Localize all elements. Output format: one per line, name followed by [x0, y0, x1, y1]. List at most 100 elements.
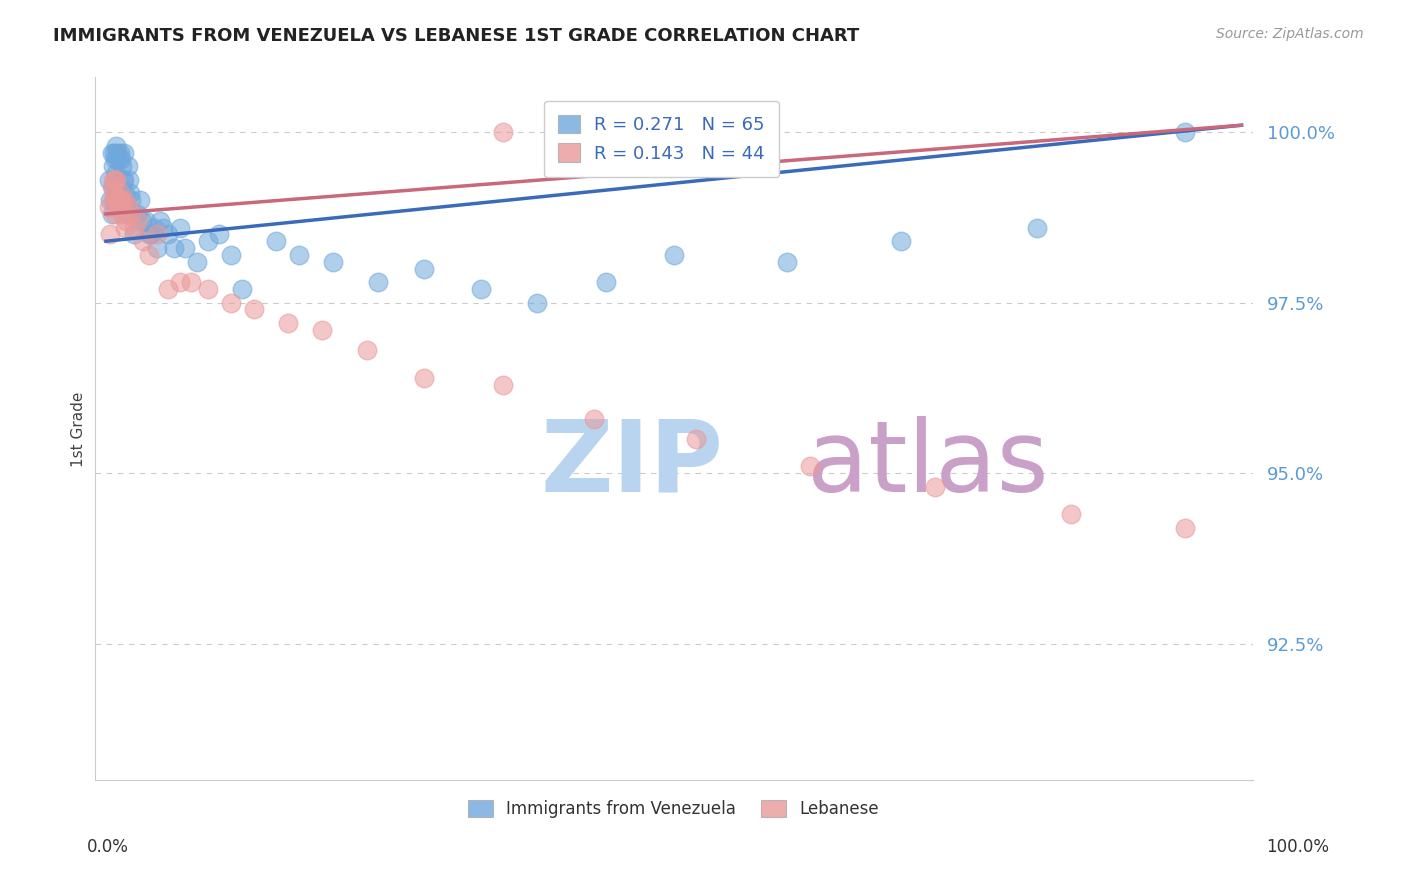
Point — [104, 153, 127, 167]
Point — [111, 207, 134, 221]
Point — [1174, 521, 1197, 535]
Point — [492, 125, 515, 139]
Point — [1060, 507, 1083, 521]
Point — [117, 173, 139, 187]
Point — [124, 220, 146, 235]
Point — [186, 254, 208, 268]
Point — [138, 248, 160, 262]
Y-axis label: 1st Grade: 1st Grade — [72, 392, 86, 467]
Text: atlas: atlas — [807, 416, 1049, 513]
Text: 0.0%: 0.0% — [87, 838, 129, 856]
Point — [103, 145, 125, 160]
Point — [583, 411, 606, 425]
Point — [120, 207, 142, 221]
Point — [131, 213, 153, 227]
Point — [799, 459, 821, 474]
Point — [108, 145, 131, 160]
Point — [169, 275, 191, 289]
Point — [121, 207, 143, 221]
Point — [100, 145, 122, 160]
Point — [101, 159, 124, 173]
Point — [197, 234, 219, 248]
Point — [117, 200, 139, 214]
Point — [110, 179, 132, 194]
Point — [125, 207, 148, 221]
Point — [264, 234, 287, 248]
Point — [114, 220, 136, 235]
Point — [685, 432, 707, 446]
Point — [100, 194, 122, 208]
Point — [105, 179, 128, 194]
Point — [124, 227, 146, 242]
Point — [356, 343, 378, 358]
Point — [412, 370, 434, 384]
Point — [595, 275, 617, 289]
Text: Source: ZipAtlas.com: Source: ZipAtlas.com — [1216, 27, 1364, 41]
Point — [111, 173, 134, 187]
Text: IMMIGRANTS FROM VENEZUELA VS LEBANESE 1ST GRADE CORRELATION CHART: IMMIGRANTS FROM VENEZUELA VS LEBANESE 1S… — [53, 27, 859, 45]
Point — [180, 275, 202, 289]
Point — [146, 241, 169, 255]
Point — [157, 227, 180, 242]
Point — [174, 241, 197, 255]
Point — [117, 159, 139, 173]
Point — [219, 295, 242, 310]
Point — [219, 248, 242, 262]
Point — [120, 194, 142, 208]
Point — [111, 159, 134, 173]
Point — [1174, 125, 1197, 139]
Point — [108, 186, 131, 201]
Text: 100.0%: 100.0% — [1265, 838, 1329, 856]
Point — [115, 200, 138, 214]
Point — [108, 186, 131, 201]
Point — [103, 186, 125, 201]
Point — [104, 207, 127, 221]
Point — [197, 282, 219, 296]
Point — [492, 377, 515, 392]
Point — [105, 166, 128, 180]
Point — [114, 186, 136, 201]
Point — [100, 227, 122, 242]
Point — [105, 173, 128, 187]
Point — [157, 282, 180, 296]
Point — [112, 173, 135, 187]
Point — [115, 213, 138, 227]
Point — [662, 248, 685, 262]
Point — [110, 194, 132, 208]
Text: ZIP: ZIP — [540, 416, 724, 513]
Legend: Immigrants from Venezuela, Lebanese: Immigrants from Venezuela, Lebanese — [461, 793, 886, 825]
Point — [890, 234, 912, 248]
Point — [288, 248, 311, 262]
Point — [367, 275, 389, 289]
Point — [135, 213, 157, 227]
Point — [138, 227, 160, 242]
Point — [105, 145, 128, 160]
Point — [152, 220, 174, 235]
Point — [311, 323, 333, 337]
Point — [105, 194, 128, 208]
Point — [149, 213, 172, 227]
Point — [231, 282, 253, 296]
Point — [98, 173, 121, 187]
Point — [112, 194, 135, 208]
Point — [146, 227, 169, 242]
Point — [132, 234, 155, 248]
Point — [924, 480, 946, 494]
Point — [100, 179, 122, 194]
Point — [105, 138, 128, 153]
Point — [104, 173, 127, 187]
Point — [101, 179, 124, 194]
Point — [242, 302, 264, 317]
Point — [103, 194, 125, 208]
Point — [107, 153, 129, 167]
Point — [141, 227, 163, 242]
Point — [104, 173, 127, 187]
Point — [100, 207, 122, 221]
Point — [112, 145, 135, 160]
Point — [107, 200, 129, 214]
Point — [108, 194, 131, 208]
Point — [169, 220, 191, 235]
Point — [1026, 220, 1049, 235]
Point — [526, 295, 548, 310]
Point — [107, 194, 129, 208]
